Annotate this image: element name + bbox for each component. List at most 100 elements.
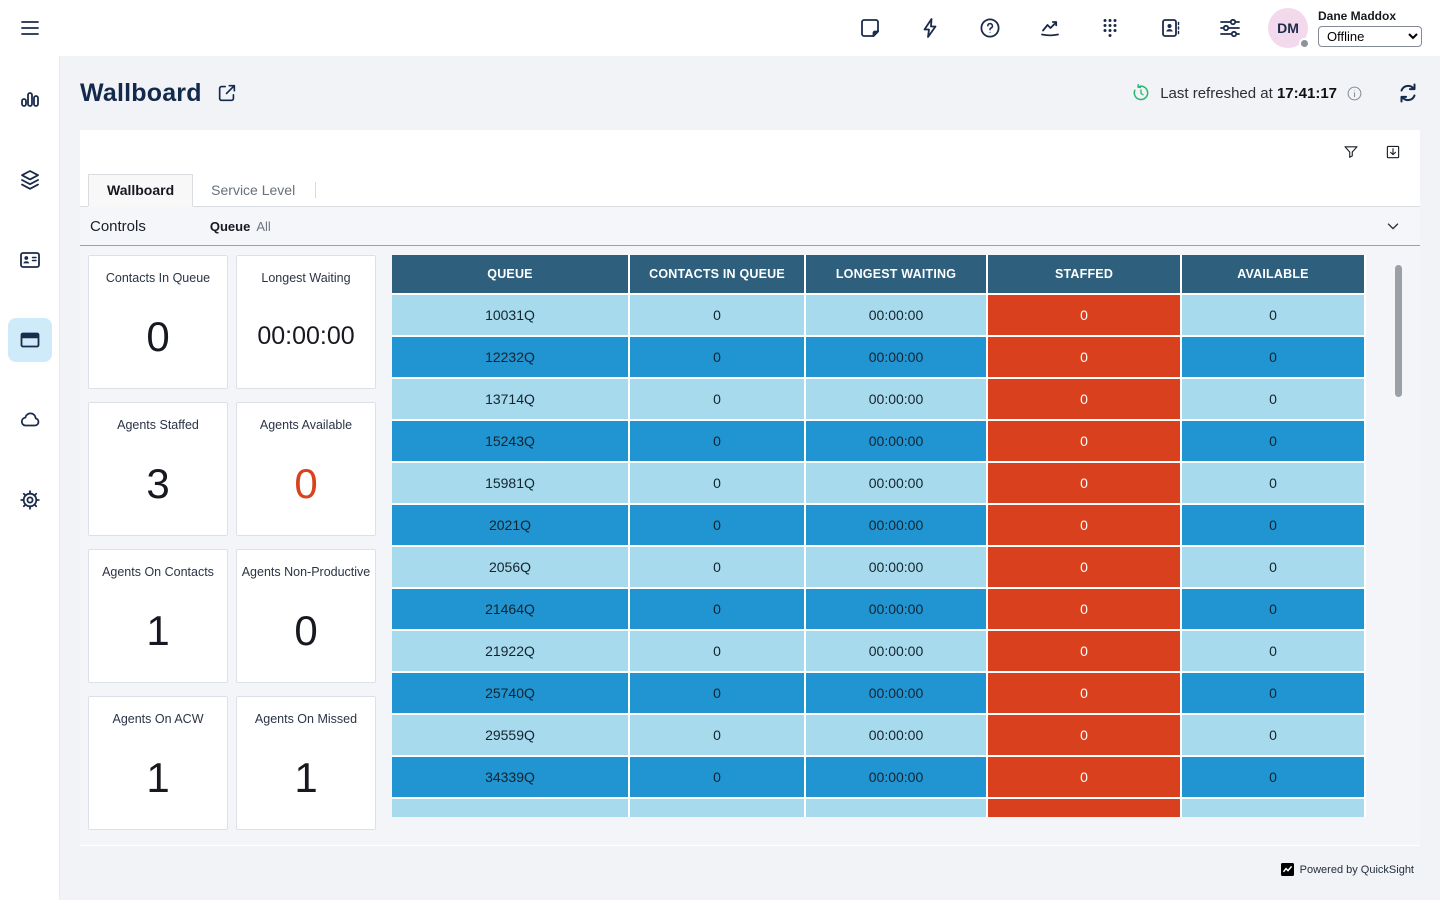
refresh-button-icon[interactable] xyxy=(1396,81,1420,105)
table-cell-queue[interactable]: 10031Q xyxy=(392,295,628,335)
table-cell-longest[interactable]: 00:00:00 xyxy=(806,631,986,671)
table-cell-contacts[interactable]: 0 xyxy=(630,421,804,461)
table-cell-staffed[interactable]: 0 xyxy=(988,673,1180,713)
table-cell-queue[interactable] xyxy=(392,799,628,817)
table-cell-longest[interactable]: 00:00:00 xyxy=(806,463,986,503)
table-cell-available[interactable] xyxy=(1182,799,1364,817)
table-cell-contacts[interactable]: 0 xyxy=(630,715,804,755)
kpi-agents-on-acw: Agents On ACW 1 xyxy=(88,696,228,830)
table-cell-available[interactable]: 0 xyxy=(1182,463,1364,503)
table-cell-queue[interactable]: 15981Q xyxy=(392,463,628,503)
export-download-icon[interactable] xyxy=(1384,143,1402,161)
table-cell-queue[interactable]: 25740Q xyxy=(392,673,628,713)
help-icon[interactable] xyxy=(978,16,1002,40)
table-cell-staffed[interactable]: 0 xyxy=(988,715,1180,755)
sidebar-item-analytics[interactable] xyxy=(8,78,52,122)
table-cell-contacts[interactable]: 0 xyxy=(630,505,804,545)
hamburger-menu-icon[interactable] xyxy=(18,16,42,40)
table-cell-longest[interactable]: 00:00:00 xyxy=(806,547,986,587)
table-cell-contacts[interactable]: 0 xyxy=(630,589,804,629)
table-cell-staffed[interactable]: 0 xyxy=(988,337,1180,377)
table-cell-staffed[interactable]: 0 xyxy=(988,463,1180,503)
table-cell-longest[interactable]: 00:00:00 xyxy=(806,673,986,713)
table-cell-staffed[interactable]: 0 xyxy=(988,295,1180,335)
table-cell-available[interactable]: 0 xyxy=(1182,673,1364,713)
column-header: QUEUE xyxy=(392,255,628,293)
table-cell-staffed[interactable]: 0 xyxy=(988,589,1180,629)
sidebar-item-layers[interactable] xyxy=(8,158,52,202)
table-cell-queue[interactable]: 15243Q xyxy=(392,421,628,461)
sidebar-item-cloud[interactable] xyxy=(8,398,52,442)
tab-wallboard[interactable]: Wallboard xyxy=(88,174,194,207)
table-cell-contacts[interactable]: 0 xyxy=(630,547,804,587)
sidebar-item-contacts[interactable] xyxy=(8,238,52,282)
table-cell-queue[interactable]: 2021Q xyxy=(392,505,628,545)
chevron-down-icon[interactable] xyxy=(1384,217,1402,235)
metrics-icon[interactable] xyxy=(1038,16,1062,40)
table-cell-queue[interactable]: 29559Q xyxy=(392,715,628,755)
table-cell-staffed[interactable]: 0 xyxy=(988,505,1180,545)
table-cell-contacts[interactable]: 0 xyxy=(630,295,804,335)
table-cell-available[interactable]: 0 xyxy=(1182,631,1364,671)
table-cell-longest[interactable]: 00:00:00 xyxy=(806,295,986,335)
open-in-new-window-icon[interactable] xyxy=(216,82,238,104)
table-cell-longest[interactable]: 00:00:00 xyxy=(806,715,986,755)
notes-icon[interactable] xyxy=(858,16,882,40)
table-cell-queue[interactable]: 2056Q xyxy=(392,547,628,587)
auto-refresh-timer-icon xyxy=(1133,83,1149,101)
table-cell-staffed[interactable]: 0 xyxy=(988,631,1180,671)
table-cell-queue[interactable]: 13714Q xyxy=(392,379,628,419)
directory-icon[interactable] xyxy=(1158,16,1182,40)
table-cell-longest[interactable]: 00:00:00 xyxy=(806,589,986,629)
table-cell-available[interactable]: 0 xyxy=(1182,421,1364,461)
table-cell-available[interactable]: 0 xyxy=(1182,337,1364,377)
kpi-value: 1 xyxy=(146,753,170,801)
table-cell-queue[interactable]: 21922Q xyxy=(392,631,628,671)
table-cell-queue[interactable]: 21464Q xyxy=(392,589,628,629)
kpi-grid: Contacts In Queue 0 Longest Waiting 00:0… xyxy=(88,255,376,845)
table-cell-available[interactable]: 0 xyxy=(1182,547,1364,587)
avatar[interactable]: DM xyxy=(1268,8,1310,49)
table-cell-staffed[interactable]: 0 xyxy=(988,547,1180,587)
table-cell-queue[interactable]: 12232Q xyxy=(392,337,628,377)
table-cell-contacts[interactable]: 0 xyxy=(630,379,804,419)
table-cell-contacts[interactable]: 0 xyxy=(630,757,804,797)
table-cell-queue[interactable]: 34339Q xyxy=(392,757,628,797)
quick-actions-lightning-icon[interactable] xyxy=(918,16,942,40)
table-cell-contacts[interactable]: 0 xyxy=(630,463,804,503)
table-cell-available[interactable]: 0 xyxy=(1182,505,1364,545)
table-cell-available[interactable]: 0 xyxy=(1182,295,1364,335)
top-header: DM Dane Maddox Offline xyxy=(0,0,1440,56)
info-icon[interactable] xyxy=(1346,85,1363,102)
table-cell-available[interactable]: 0 xyxy=(1182,715,1364,755)
sidebar-item-wallboard[interactable] xyxy=(7,318,52,362)
table-cell-available[interactable]: 0 xyxy=(1182,379,1364,419)
user-block: DM Dane Maddox Offline xyxy=(1268,8,1422,49)
agent-status-select[interactable]: Offline xyxy=(1318,26,1422,47)
table-cell-longest[interactable]: 00:00:00 xyxy=(806,757,986,797)
table-cell-contacts[interactable]: 0 xyxy=(630,337,804,377)
settings-sliders-icon[interactable] xyxy=(1218,16,1242,40)
dialpad-icon[interactable] xyxy=(1098,16,1122,40)
table-cell-contacts[interactable] xyxy=(630,799,804,817)
table-scrollbar[interactable] xyxy=(1395,265,1402,397)
table-cell-longest[interactable]: 00:00:00 xyxy=(806,505,986,545)
table-cell-longest[interactable] xyxy=(806,799,986,817)
table-cell-staffed[interactable] xyxy=(988,799,1180,817)
table-cell-available[interactable]: 0 xyxy=(1182,757,1364,797)
tab-service-level[interactable]: Service Level xyxy=(211,182,296,198)
sidebar-item-settings[interactable] xyxy=(8,478,52,522)
table-cell-staffed[interactable]: 0 xyxy=(988,757,1180,797)
table-cell-longest[interactable]: 00:00:00 xyxy=(806,337,986,377)
filter-icon[interactable] xyxy=(1342,143,1360,161)
kpi-value: 00:00:00 xyxy=(257,322,355,350)
table-cell-available[interactable]: 0 xyxy=(1182,589,1364,629)
table-cell-staffed[interactable]: 0 xyxy=(988,379,1180,419)
table-cell-contacts[interactable]: 0 xyxy=(630,673,804,713)
column-header: STAFFED xyxy=(988,255,1180,293)
table-cell-staffed[interactable]: 0 xyxy=(988,421,1180,461)
queue-filter-value[interactable]: All xyxy=(256,218,271,234)
table-cell-longest[interactable]: 00:00:00 xyxy=(806,379,986,419)
table-cell-contacts[interactable]: 0 xyxy=(630,631,804,671)
table-cell-longest[interactable]: 00:00:00 xyxy=(806,421,986,461)
